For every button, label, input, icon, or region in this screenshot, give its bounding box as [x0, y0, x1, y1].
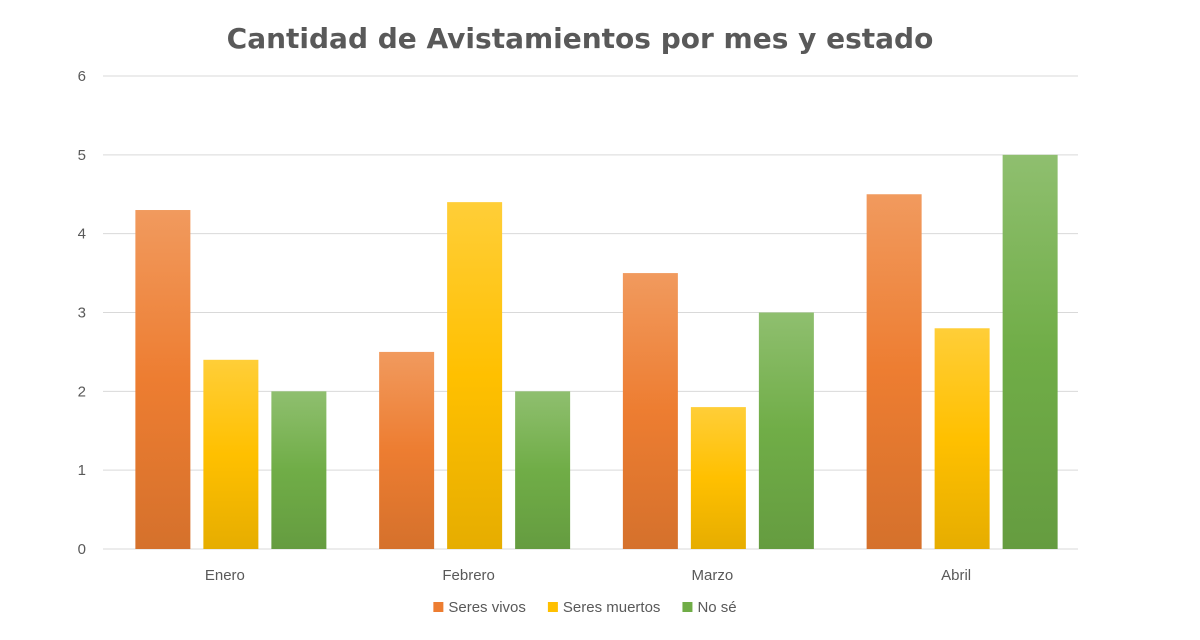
bar-febrero-2	[447, 202, 503, 549]
bar-enero-2	[203, 359, 259, 549]
y-axis-ticks: 0 1 2 3 4 5 6	[78, 68, 86, 558]
legend-item: Seres muertos	[547, 599, 661, 616]
y-tick-label: 5	[78, 147, 86, 164]
legend-label: Seres vivos	[448, 599, 526, 616]
y-tick-label: 2	[78, 383, 86, 400]
bar-abril-2	[934, 328, 990, 549]
y-tick-label: 1	[78, 462, 86, 479]
bar-febrero-1	[379, 351, 435, 549]
legend-swatch	[547, 602, 558, 612]
bar-marzo-1	[622, 273, 678, 549]
x-tick-label: Febrero	[442, 567, 495, 584]
x-tick-label: Marzo	[692, 567, 734, 584]
bar-febrero-3	[515, 391, 571, 549]
x-tick-label: Abril	[941, 567, 971, 584]
legend-swatch	[682, 602, 693, 612]
gridlines	[103, 75, 1078, 550]
bar-enero-1	[135, 210, 191, 549]
legend-label: Seres muertos	[563, 599, 661, 616]
bar-enero-3	[271, 391, 327, 549]
bar-abril-1	[866, 194, 922, 549]
chart-title: Cantidad de Avistamientos por mes y esta…	[227, 22, 934, 55]
bar-abril-3	[1002, 154, 1058, 550]
bars	[135, 154, 1058, 550]
legend-label: No sé	[697, 599, 736, 616]
x-tick-label: Enero	[205, 567, 245, 584]
y-tick-label: 3	[78, 305, 86, 322]
bar-marzo-3	[758, 312, 814, 549]
legend-item: No sé	[682, 599, 737, 616]
legend-item: Seres vivos	[433, 599, 526, 616]
y-tick-label: 6	[78, 68, 86, 85]
y-tick-label: 4	[78, 226, 86, 243]
x-axis-ticks: Enero Febrero Marzo Abril	[205, 567, 971, 584]
bar-marzo-2	[690, 407, 746, 549]
legend-swatch	[433, 602, 444, 612]
y-tick-label: 0	[78, 541, 86, 558]
legend: Seres vivos Seres muertos No sé	[433, 599, 737, 616]
